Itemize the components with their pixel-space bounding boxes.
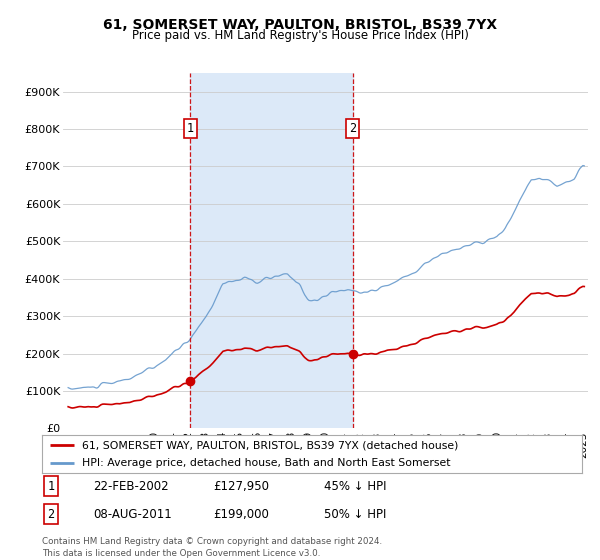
Text: 61, SOMERSET WAY, PAULTON, BRISTOL, BS39 7YX (detached house): 61, SOMERSET WAY, PAULTON, BRISTOL, BS39… xyxy=(83,440,459,450)
Text: 1: 1 xyxy=(187,123,194,136)
Text: Contains HM Land Registry data © Crown copyright and database right 2024.
This d: Contains HM Land Registry data © Crown c… xyxy=(42,537,382,558)
Text: £127,950: £127,950 xyxy=(213,479,269,493)
Text: 45% ↓ HPI: 45% ↓ HPI xyxy=(324,479,386,493)
Text: HPI: Average price, detached house, Bath and North East Somerset: HPI: Average price, detached house, Bath… xyxy=(83,458,451,468)
Text: 1: 1 xyxy=(47,479,55,493)
Text: 50% ↓ HPI: 50% ↓ HPI xyxy=(324,507,386,521)
Text: 2: 2 xyxy=(47,507,55,521)
Text: 61, SOMERSET WAY, PAULTON, BRISTOL, BS39 7YX: 61, SOMERSET WAY, PAULTON, BRISTOL, BS39… xyxy=(103,18,497,32)
Text: Price paid vs. HM Land Registry's House Price Index (HPI): Price paid vs. HM Land Registry's House … xyxy=(131,29,469,42)
Text: 22-FEB-2002: 22-FEB-2002 xyxy=(93,479,169,493)
Text: 2: 2 xyxy=(349,123,356,136)
Text: 08-AUG-2011: 08-AUG-2011 xyxy=(93,507,172,521)
Text: £199,000: £199,000 xyxy=(213,507,269,521)
Bar xyxy=(190,73,353,428)
